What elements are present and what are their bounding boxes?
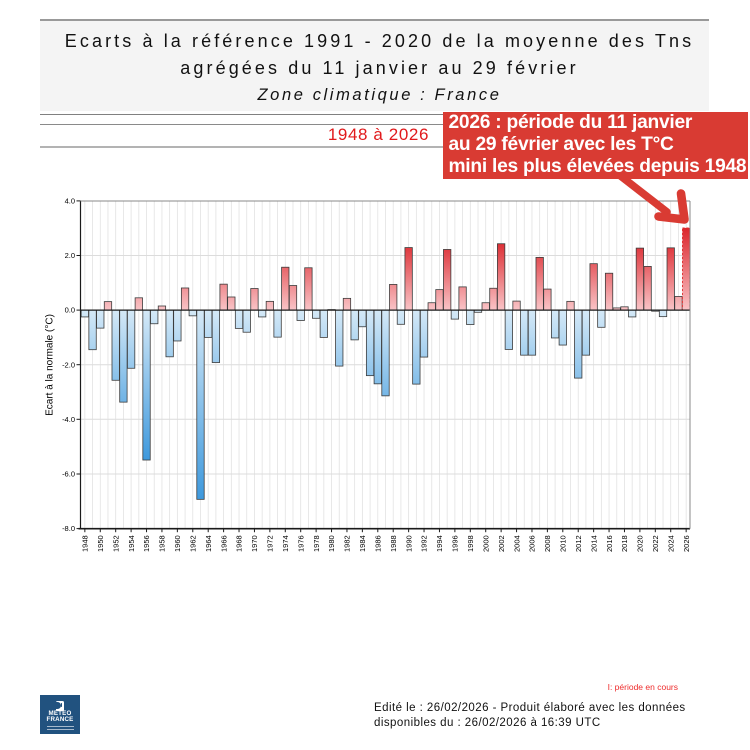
svg-text:2006: 2006 [528,535,537,552]
svg-text:2016: 2016 [605,535,614,552]
svg-text:1966: 1966 [219,535,228,552]
svg-text:2018: 2018 [620,535,629,552]
svg-text:1952: 1952 [111,535,120,552]
svg-text:0.0: 0.0 [65,306,75,315]
svg-text:1948: 1948 [81,535,90,552]
svg-text:1968: 1968 [235,535,244,552]
svg-text:1954: 1954 [127,535,136,552]
svg-text:1978: 1978 [312,535,321,552]
svg-text:1994: 1994 [435,535,444,552]
svg-text:1998: 1998 [466,535,475,552]
svg-text:1972: 1972 [266,535,275,552]
svg-text:-4.0: -4.0 [62,415,75,424]
svg-text:1982: 1982 [343,535,352,552]
svg-text:2024: 2024 [666,535,675,552]
svg-text:2010: 2010 [559,535,568,552]
svg-text:4.0: 4.0 [65,197,75,206]
svg-text:1970: 1970 [250,535,259,552]
svg-text:2014: 2014 [589,535,598,552]
svg-text:1976: 1976 [296,535,305,552]
svg-text:1956: 1956 [142,535,151,552]
svg-text:1992: 1992 [420,535,429,552]
svg-text:-2.0: -2.0 [62,360,75,369]
svg-text:2002: 2002 [497,535,506,552]
svg-text:2004: 2004 [512,535,521,552]
svg-text:2020: 2020 [636,535,645,552]
svg-text:2012: 2012 [574,535,583,552]
svg-text:2.0: 2.0 [65,251,75,260]
svg-text:1958: 1958 [158,535,167,552]
svg-text:1988: 1988 [389,535,398,552]
svg-text:2022: 2022 [651,535,660,552]
svg-text:1964: 1964 [204,535,213,552]
svg-text:2026: 2026 [682,535,691,552]
svg-text:2008: 2008 [543,535,552,552]
svg-text:Ecart à la normale (°C): Ecart à la normale (°C) [45,314,56,416]
svg-text:-6.0: -6.0 [62,470,75,479]
svg-text:1950: 1950 [96,535,105,552]
svg-text:1984: 1984 [358,535,367,552]
svg-text:2000: 2000 [481,535,490,552]
svg-text:-8.0: -8.0 [62,524,75,533]
svg-text:1974: 1974 [281,535,290,552]
svg-text:1990: 1990 [404,535,413,552]
svg-text:1986: 1986 [373,535,382,552]
svg-text:1960: 1960 [173,535,182,552]
svg-text:1962: 1962 [188,535,197,552]
svg-text:1980: 1980 [327,535,336,552]
svg-text:1996: 1996 [451,535,460,552]
